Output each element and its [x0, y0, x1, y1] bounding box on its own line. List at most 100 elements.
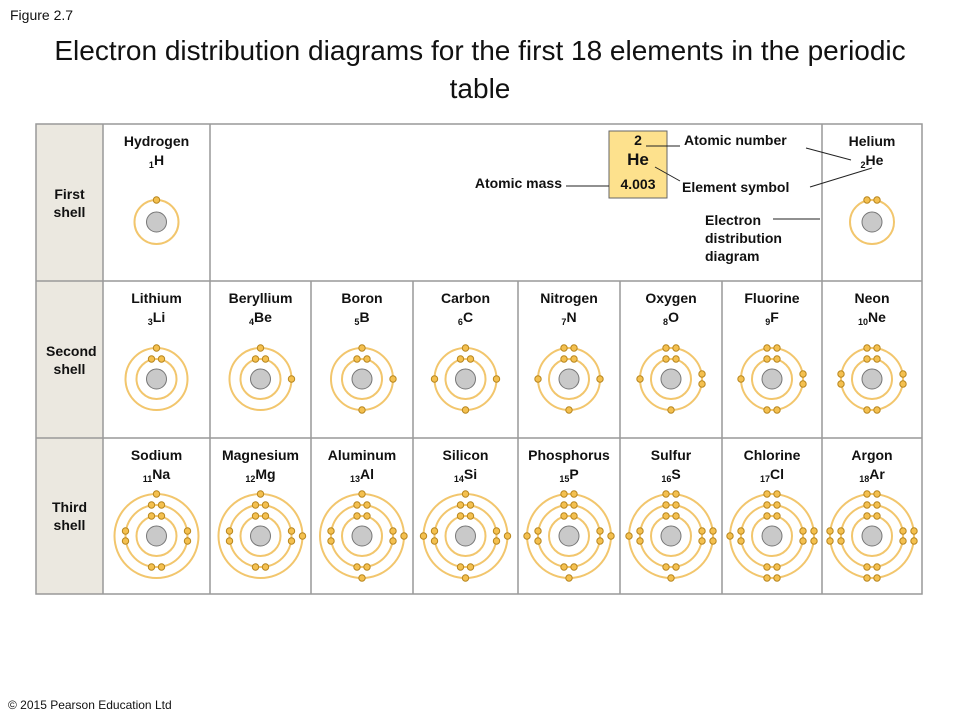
- electron: [863, 490, 871, 498]
- electron: [873, 563, 881, 571]
- electron: [225, 537, 234, 545]
- atomic-number: 15: [559, 474, 570, 484]
- electron: [837, 527, 845, 535]
- electron: [152, 196, 161, 204]
- element-name: Argon: [851, 447, 893, 463]
- shell-ring: [135, 515, 178, 557]
- electron: [430, 527, 439, 535]
- row-label: Second shell: [46, 342, 97, 377]
- nucleus: [250, 368, 271, 390]
- shell-ring: [433, 504, 498, 568]
- electron-diagram: [113, 490, 200, 579]
- electron: [570, 512, 578, 520]
- element-symbol: Be: [254, 309, 272, 325]
- shell-ring: [650, 358, 692, 400]
- electron: [596, 537, 604, 545]
- electron: [298, 532, 307, 540]
- electron: [873, 512, 881, 520]
- electron: [560, 501, 568, 509]
- shell-ring: [124, 504, 189, 568]
- electron: [358, 574, 366, 582]
- electron-diagram: [826, 490, 918, 582]
- electron: [147, 355, 156, 363]
- electron: [251, 563, 260, 571]
- electron: [570, 355, 578, 363]
- element-symbol-line: 10Ne: [822, 308, 922, 331]
- element-symbol-line: 8O: [620, 308, 722, 331]
- electron: [287, 527, 296, 535]
- electron: [456, 501, 465, 509]
- electron: [625, 532, 633, 540]
- nucleus: [761, 368, 783, 390]
- electron: [534, 375, 542, 383]
- electron: [353, 501, 361, 509]
- element-symbol: Cl: [770, 466, 784, 482]
- element-name: Fluorine: [744, 290, 800, 306]
- element-symbol-line: 4Be: [210, 308, 311, 331]
- electron: [492, 527, 501, 535]
- shell-ring: [537, 504, 601, 568]
- electron: [698, 370, 706, 378]
- shell-ring: [228, 504, 293, 568]
- nucleus: [455, 368, 476, 390]
- electron-diagram: [737, 344, 807, 414]
- key-diagram-label: Electron distribution diagram: [705, 212, 782, 264]
- electron: [837, 537, 845, 545]
- electron: [863, 563, 871, 571]
- electron: [327, 537, 335, 545]
- electron: [251, 355, 260, 363]
- electron: [773, 355, 781, 363]
- electron: [534, 537, 542, 545]
- electron: [672, 490, 680, 498]
- electron: [662, 355, 670, 363]
- shell-ring: [751, 515, 793, 557]
- nucleus: [558, 525, 580, 547]
- electron: [225, 527, 234, 535]
- shell-ring: [135, 358, 178, 400]
- electron: [773, 344, 781, 352]
- electron: [672, 501, 680, 509]
- electron: [763, 574, 771, 582]
- shell-ring: [341, 358, 383, 400]
- electron: [157, 563, 166, 571]
- atomic-number: 18: [859, 474, 870, 484]
- electron: [662, 501, 670, 509]
- electron: [773, 490, 781, 498]
- shell-ring: [849, 199, 895, 245]
- atomic-number: 5: [354, 317, 360, 327]
- electron: [863, 406, 871, 414]
- element-symbol: Al: [360, 466, 374, 482]
- nucleus: [558, 368, 580, 390]
- electron: [251, 501, 260, 509]
- electron: [503, 532, 512, 540]
- atomic-number: 17: [759, 474, 770, 484]
- nucleus: [660, 368, 682, 390]
- electron: [863, 196, 871, 204]
- element-name: Carbon: [441, 290, 490, 306]
- electron: [570, 563, 578, 571]
- electron: [570, 490, 578, 498]
- electron: [899, 370, 907, 378]
- electron-diagram: [319, 490, 408, 582]
- electron: [287, 537, 296, 545]
- element-symbol-line: 3Li: [103, 308, 210, 331]
- element-symbol: H: [153, 152, 165, 168]
- electron: [863, 574, 871, 582]
- element-symbol: Na: [152, 466, 171, 482]
- electron: [456, 512, 465, 520]
- electron: [662, 490, 670, 498]
- atomic-number: 4: [249, 317, 255, 327]
- shell-ring: [330, 504, 394, 568]
- electron: [358, 406, 366, 414]
- nucleus: [146, 368, 167, 390]
- electron: [560, 344, 568, 352]
- electron: [837, 380, 845, 388]
- electron: [799, 527, 807, 535]
- electron: [662, 344, 670, 352]
- electron: [261, 512, 270, 520]
- shell-ring: [840, 504, 904, 568]
- electron: [826, 537, 834, 545]
- shell-ring: [239, 358, 282, 400]
- electron-diagram: [523, 490, 615, 582]
